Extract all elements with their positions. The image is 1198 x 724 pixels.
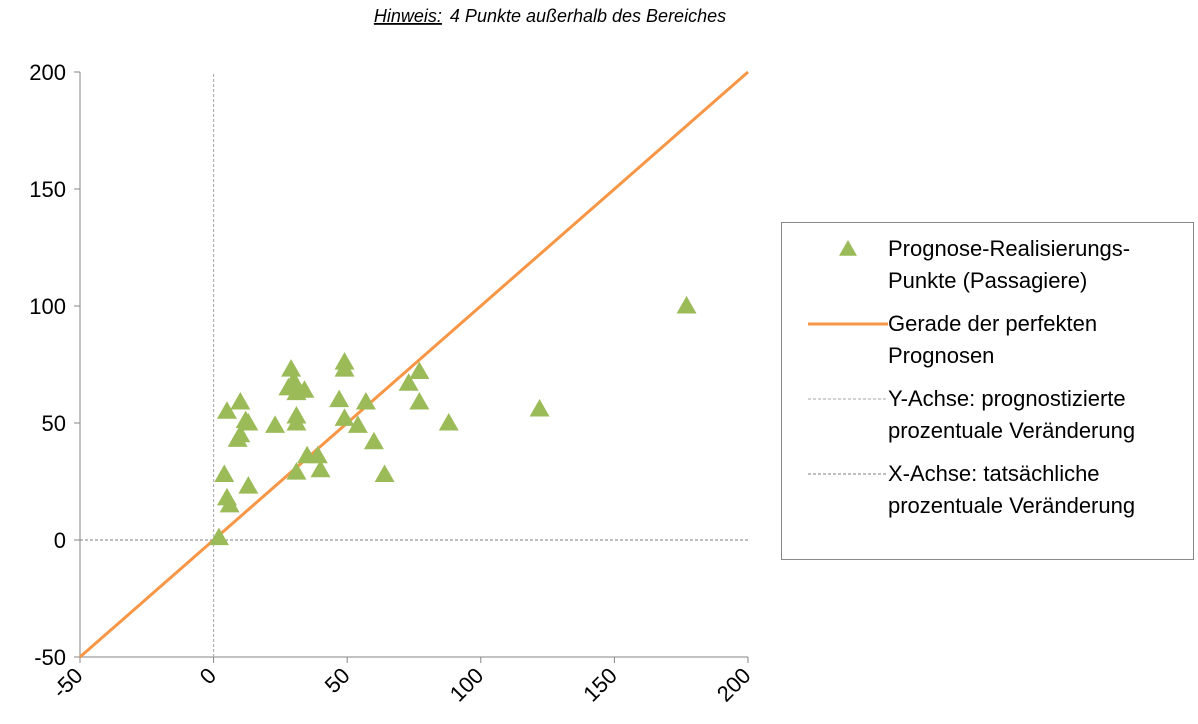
- y-tick-label: 150: [29, 177, 66, 202]
- legend-symbol: [808, 398, 888, 400]
- scatter-point: [438, 413, 459, 431]
- legend-symbol: [808, 322, 888, 326]
- scatter-point: [283, 370, 304, 389]
- scatter-point: [355, 391, 376, 410]
- scatter-point: [347, 415, 368, 433]
- y-tick-label: 200: [29, 60, 66, 85]
- scatter-point: [219, 494, 240, 513]
- x-tick-label: 200: [712, 663, 756, 707]
- scatter-point: [363, 431, 384, 450]
- scatter-point: [676, 296, 697, 314]
- scatter-point: [294, 380, 315, 398]
- scatter-point: [286, 413, 307, 431]
- scatter-point: [230, 391, 251, 410]
- y-tick-label: -50: [34, 645, 66, 670]
- scatter-point: [329, 389, 350, 408]
- reference-line: [79, 70, 749, 659]
- scatter-point: [238, 476, 259, 494]
- legend-label: Prognose-Realisierungs-Punkte (Passagier…: [888, 236, 1131, 293]
- scatter-point: [281, 359, 302, 377]
- legend-symbol: [839, 240, 857, 256]
- legend-symbol: [808, 473, 888, 475]
- legend-label: Y-Achse: prognostizierte prozentuale Ver…: [888, 386, 1136, 443]
- y-tick-label: 50: [42, 411, 66, 436]
- x-tick-label: 0: [195, 663, 221, 689]
- legend-item: X-Achse: tatsächliche prozentuale Veränd…: [808, 458, 1185, 522]
- legend-label: X-Achse: tatsächliche prozentuale Veränd…: [888, 461, 1136, 518]
- scatter-point: [529, 398, 550, 417]
- legend-item: Prognose-Realisierungs-Punkte (Passagier…: [808, 233, 1185, 297]
- scatter-point: [230, 424, 251, 443]
- x-tick-label: 50: [320, 663, 355, 698]
- scatter-point: [310, 459, 331, 478]
- scatter-point: [265, 415, 286, 433]
- x-tick-label: 150: [578, 663, 622, 707]
- scatter-point: [334, 359, 355, 377]
- legend-item: Y-Achse: prognostizierte prozentuale Ver…: [808, 383, 1185, 447]
- scatter-point: [409, 361, 430, 380]
- note-label: Hinweis:: [374, 6, 442, 26]
- legend-item: Gerade der perfekten Prognosen: [808, 308, 1185, 372]
- legend-marker: [839, 240, 857, 256]
- scatter-point: [307, 445, 328, 464]
- scatter-point: [214, 464, 235, 482]
- x-tick-label: 100: [445, 663, 489, 707]
- scatter-point: [208, 527, 229, 546]
- scatter-point: [409, 391, 430, 410]
- y-tick-label: 100: [29, 294, 66, 319]
- scatter-point: [238, 413, 259, 431]
- legend-label: Gerade der perfekten Prognosen: [888, 311, 1098, 368]
- note-text: 4 Punkte außerhalb des Bereiches: [450, 6, 726, 26]
- scatter-point: [334, 408, 355, 426]
- scatter-point: [374, 464, 395, 482]
- scatter-point: [398, 373, 419, 391]
- y-tick-label: 0: [54, 528, 66, 553]
- note: Hinweis: 4 Punkte außerhalb des Bereiches: [374, 6, 726, 26]
- scatter-point: [216, 401, 237, 419]
- legend: Prognose-Realisierungs-Punkte (Passagier…: [781, 222, 1194, 560]
- scatter-point: [286, 462, 307, 480]
